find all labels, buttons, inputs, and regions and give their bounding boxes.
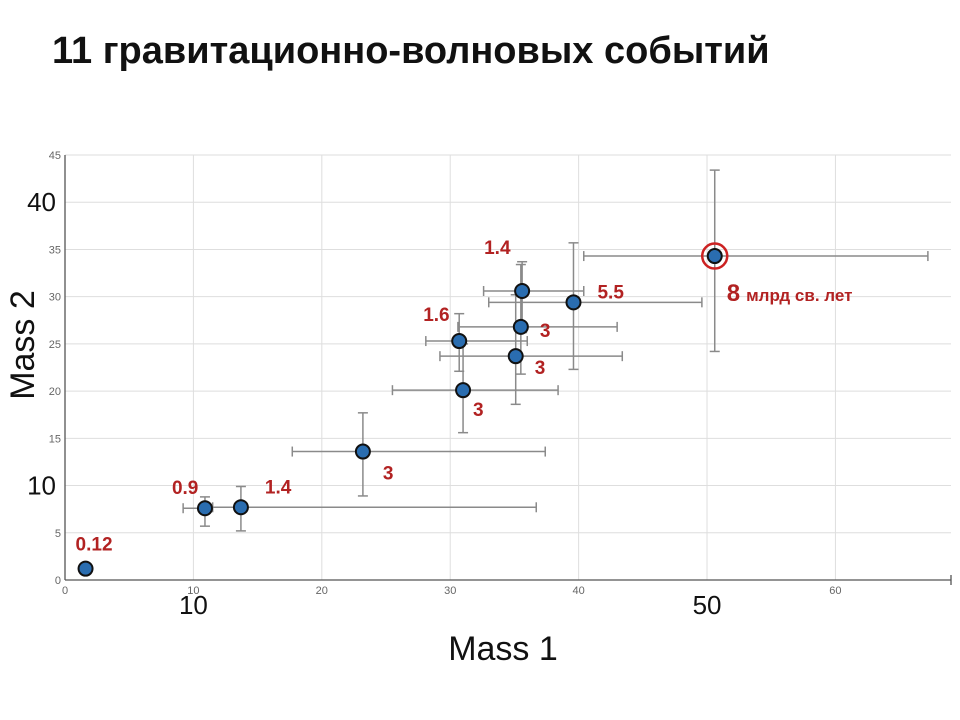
highlight-ring xyxy=(700,242,729,270)
x-tick-label: 10 xyxy=(187,585,199,597)
point-label: 1.6 xyxy=(423,305,449,326)
data-point xyxy=(706,248,723,265)
data-points xyxy=(77,242,729,577)
point-label-value: 3 xyxy=(473,400,484,421)
point-label-value: 1.4 xyxy=(484,238,511,259)
y-tick-label-large: 10 xyxy=(27,471,56,501)
point-label-value: 0.9 xyxy=(172,478,198,499)
axes xyxy=(64,155,952,585)
point-label: 3 xyxy=(383,464,394,485)
y-tick-label: 15 xyxy=(49,433,61,445)
y-tick-label: 45 xyxy=(49,150,61,162)
point-label: 0.9 xyxy=(172,478,198,499)
x-tick-label: 60 xyxy=(829,585,841,597)
data-point xyxy=(514,283,531,299)
y-tick-label: 20 xyxy=(49,386,61,398)
point-label-suffix: млрд св. лет xyxy=(746,286,852,305)
y-tick-label: 0 xyxy=(55,575,61,587)
point-label-value: 3 xyxy=(383,464,394,485)
point-label: 1.4 xyxy=(484,238,511,259)
data-point xyxy=(451,333,468,350)
y-axis-title: Mass 2 xyxy=(4,290,42,400)
tick-labels: 0 10 20 30 40 60 0 5 15 20 25 30 35 45 10 50 10 40 xyxy=(27,150,841,620)
point-label: 0.12 xyxy=(76,535,113,556)
data-point xyxy=(455,382,472,399)
y-tick-label: 30 xyxy=(49,292,61,304)
y-tick-label: 25 xyxy=(49,339,61,351)
point-label: 1.4 xyxy=(265,477,292,498)
x-tick-label-large: 10 xyxy=(179,590,208,620)
x-tick-label: 0 xyxy=(62,585,68,597)
point-label-value: 1.6 xyxy=(423,305,449,326)
y-tick-label: 5 xyxy=(55,528,61,540)
y-tick-label: 35 xyxy=(49,244,61,256)
x-tick-label: 20 xyxy=(316,585,328,597)
point-label: 3 xyxy=(473,400,484,421)
data-point xyxy=(354,443,371,460)
x-axis-title: Mass 1 xyxy=(448,630,558,668)
data-point xyxy=(196,500,213,517)
point-label: 3 xyxy=(540,321,551,342)
page-title: 11 гравитационно-волновых событий xyxy=(52,30,770,72)
point-label: 8 млрд св. лет xyxy=(727,280,853,307)
data-point xyxy=(512,318,529,335)
error-bars xyxy=(182,169,929,532)
point-label: 5.5 xyxy=(597,282,624,303)
grid-lines xyxy=(64,154,951,581)
data-point xyxy=(507,348,524,365)
point-label-value: 3 xyxy=(540,321,551,342)
point-labels: 0.12 0.9 1.4 3 3 1.6 3 3 1.4 5.5 8 млрд св. лет xyxy=(76,238,853,556)
point-label-value: 1.4 xyxy=(265,477,292,498)
y-tick-label-large: 40 xyxy=(27,187,56,217)
point-label-value: 5.5 xyxy=(597,282,624,303)
point-label-value: 3 xyxy=(535,358,546,379)
x-tick-label: 40 xyxy=(572,585,584,597)
x-tick-label: 30 xyxy=(444,585,456,597)
data-point xyxy=(232,499,249,516)
point-label: 3 xyxy=(535,358,546,379)
point-label-value: 0.12 xyxy=(76,535,113,556)
x-tick-label-large: 50 xyxy=(693,590,722,620)
point-label-value: 8 xyxy=(727,280,740,307)
data-point xyxy=(77,560,94,577)
data-point xyxy=(565,294,582,311)
